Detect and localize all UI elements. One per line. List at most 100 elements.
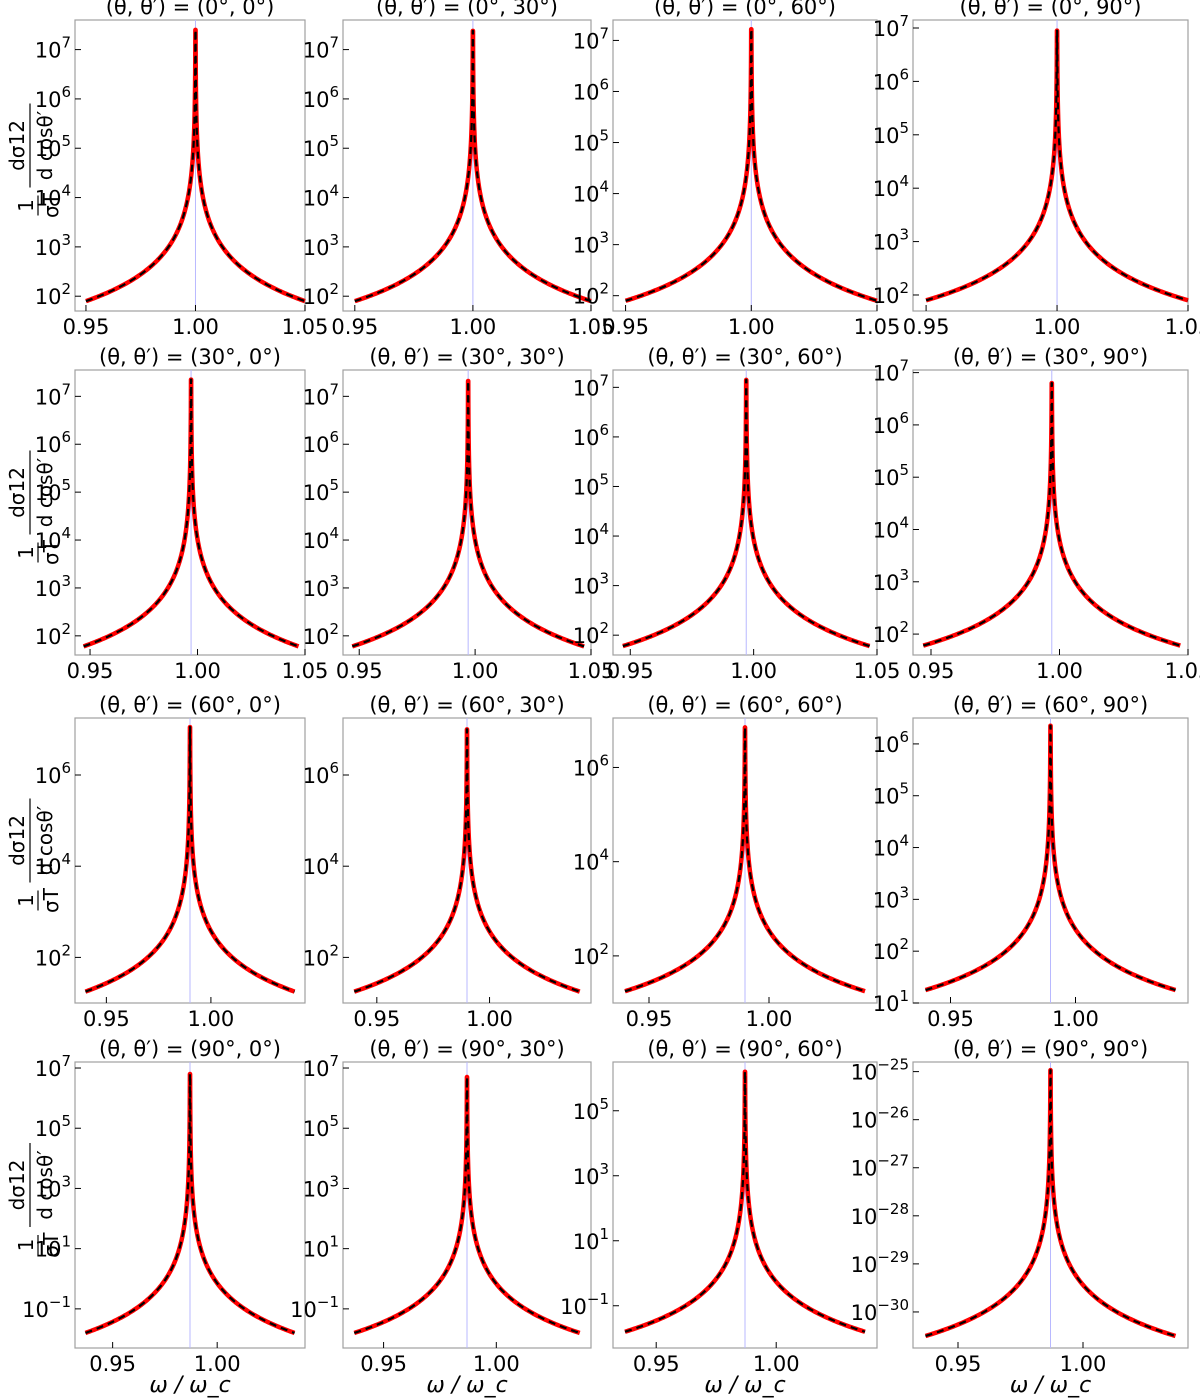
y-label-one: 1: [14, 199, 38, 212]
x-tick-label: 0.95: [331, 315, 378, 339]
y-tick-label: 105: [573, 1095, 609, 1124]
y-tick-label: 102: [303, 620, 339, 649]
series-black-dashed-curve: [925, 1069, 1176, 1338]
series-black-dashed-curve: [353, 1075, 581, 1334]
y-axis-label: 1 σT dσ12 d cosθ′: [5, 103, 63, 218]
y-tick-label: 101: [303, 1233, 339, 1262]
plot-frame: [912, 19, 1189, 312]
y-tick-label: 107: [873, 12, 909, 41]
y-tick-label: 105: [303, 132, 339, 161]
x-tick-label: 1.05: [1165, 315, 1200, 339]
x-tick-label: 0.95: [67, 659, 114, 683]
chart-panel-14: (θ, θ′) = (90°, 30°) 0.95 1.00 10−1 101 103 10…: [290, 1037, 592, 1398]
series-black-dashed-curve: [85, 1072, 295, 1334]
x-tick-label: 0.95: [908, 659, 955, 683]
y-tick-label: 102: [35, 620, 71, 649]
plot-frame: [74, 19, 306, 312]
x-tick-label: 1.05: [568, 659, 615, 683]
x-axis-label: ω / ω_c: [149, 1373, 230, 1398]
y-label-numerator: dσ12: [5, 815, 29, 866]
y-axis-label: 1 σT dσ12 d cosθ′: [5, 798, 63, 913]
y-tick-label: 105: [873, 461, 909, 490]
x-tick-label: 1.00: [730, 659, 777, 683]
chart-panel-1: (θ, θ′) = (0°, 0°)0.95 1.00 1.051021031041…: [5, 0, 328, 339]
y-axis-label: 1 σT dσ12 d cosθ′: [5, 450, 63, 565]
x-tick-label: 0.95: [336, 659, 383, 683]
y-tick-label: 101: [35, 1233, 71, 1262]
y-tick-label: 103: [873, 883, 909, 912]
chart-panel-4: (θ, θ′) = (0°, 90°) 0.95 1.00 1.05 102 103 104…: [873, 0, 1200, 339]
y-tick-label: 10−1: [22, 1293, 71, 1322]
y-label-denominator: d cosθ′: [33, 1150, 57, 1220]
series-black-dashed-curve: [925, 724, 1176, 992]
chart-panel-12: (θ, θ′) = (60°, 90°) 0.95 1.00 101 102 103 104…: [873, 693, 1189, 1031]
y-tick-label: 102: [35, 280, 71, 309]
y-tick-label: 105: [573, 470, 609, 499]
y-tick-label: 105: [35, 476, 71, 505]
y-label-denominator: d cosθ′: [33, 805, 57, 875]
y-tick-label: 10−26: [851, 1104, 909, 1133]
y-tick-label: 103: [303, 1172, 339, 1201]
y-tick-label: 106: [35, 759, 71, 788]
y-tick-label: 107: [35, 34, 71, 63]
panel-title: (θ, θ′) = (60°, 90°): [953, 693, 1148, 717]
y-tick-label: 105: [35, 132, 71, 161]
x-axis-label: ω / ω_c: [426, 1373, 507, 1398]
panel-title: (θ, θ′) = (60°, 60°): [647, 693, 842, 717]
chart-panel-3: (θ, θ′) = (0°, 60°) 0.95 1.00 1.05 102 103 104…: [573, 0, 901, 339]
x-tick-label: 0.95: [935, 1352, 982, 1376]
x-tick-label: 1.00: [473, 1352, 520, 1376]
series-black-dashed-curve: [354, 29, 592, 303]
chart-panel-13: (θ, θ′) = (90°, 0°) 0.95 1.00 10−1 101 103 105…: [5, 1037, 306, 1398]
y-tick-label: 107: [303, 1052, 339, 1081]
x-tick-label: 1.05: [854, 659, 901, 683]
panel-title: (θ, θ′) = (30°, 0°): [99, 345, 281, 369]
y-tick-label: 102: [873, 935, 909, 964]
x-tick-label: 0.95: [927, 1007, 974, 1031]
y-tick-label: 10−27: [851, 1152, 909, 1181]
panel-title: (θ, θ′) = (30°, 30°): [369, 345, 564, 369]
y-tick-label: 103: [573, 229, 609, 258]
y-label-one: 1: [14, 894, 38, 907]
y-tick-label: 102: [573, 280, 609, 309]
x-tick-label: 1.00: [194, 1352, 241, 1376]
series-black-dashed-curve: [353, 728, 581, 993]
panel-title: (θ, θ′) = (30°, 60°): [647, 345, 842, 369]
x-tick-label: 1.05: [282, 659, 329, 683]
y-tick-label: 104: [35, 524, 71, 553]
chart-panel-7: (θ, θ′) = (30°, 60°) 0.95 1.00 1.05 102 103 10…: [573, 345, 901, 683]
panel-title: (θ, θ′) = (0°, 60°): [654, 0, 836, 19]
x-tick-label: 1.05: [854, 315, 901, 339]
y-tick-label: 104: [303, 850, 339, 879]
y-tick-label: 104: [573, 846, 609, 875]
x-tick-label: 0.95: [626, 1007, 673, 1031]
y-tick-label: 102: [303, 280, 339, 309]
x-tick-label: 1.00: [452, 659, 499, 683]
y-tick-label: 106: [35, 428, 71, 457]
y-tick-label: 103: [303, 231, 339, 260]
y-label-one: 1: [14, 1239, 38, 1252]
x-tick-label: 0.95: [63, 315, 110, 339]
panel-title: (θ, θ′) = (0°, 0°): [106, 0, 275, 19]
x-tick-label: 1.00: [753, 1352, 800, 1376]
y-tick-label: 106: [873, 65, 909, 94]
y-tick-label: 10−1: [290, 1293, 339, 1322]
y-tick-label: 102: [573, 940, 609, 969]
y-label-one: 1: [14, 546, 38, 559]
x-tick-label: 1.00: [450, 315, 497, 339]
y-tick-label: 105: [35, 1112, 71, 1141]
y-tick-label: 105: [873, 119, 909, 148]
panel-title: (θ, θ′) = (0°, 30°): [376, 0, 558, 19]
x-tick-label: 0.95: [903, 315, 950, 339]
panel-title: (θ, θ′) = (90°, 0°): [99, 1037, 281, 1061]
chart-panel-6: (θ, θ′) = (30°, 30°) 0.95 1.00 1.05 102 103 10…: [303, 345, 615, 683]
panel-title: (θ, θ′) = (90°, 60°): [647, 1037, 842, 1061]
y-tick-label: 10−30: [851, 1296, 909, 1325]
panel-title: (θ, θ′) = (60°, 0°): [99, 693, 281, 717]
panel-title: (θ, θ′) = (0°, 90°): [960, 0, 1142, 19]
x-tick-label: 1.00: [1060, 1352, 1107, 1376]
plot-frame: [612, 19, 878, 312]
plot-frame: [912, 369, 1189, 656]
plot-frame: [74, 369, 306, 656]
y-tick-label: 103: [873, 566, 909, 595]
